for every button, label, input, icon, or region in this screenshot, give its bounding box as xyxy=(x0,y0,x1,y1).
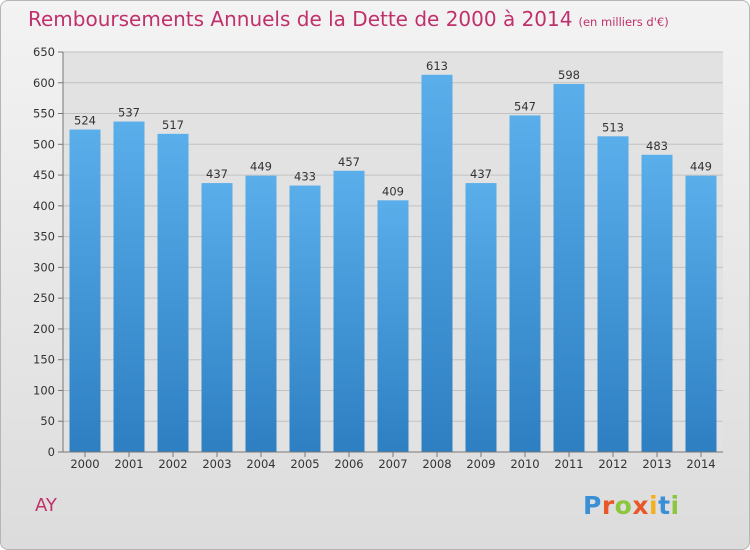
x-tick-label: 2009 xyxy=(466,457,495,471)
bar-value-label: 437 xyxy=(470,167,492,181)
bar-value-label: 457 xyxy=(338,155,360,169)
bar-value-label: 409 xyxy=(382,184,404,198)
bar xyxy=(157,133,189,452)
logo-letter: x xyxy=(632,491,649,520)
x-tick-label: 2003 xyxy=(202,457,231,471)
x-tick-label: 2001 xyxy=(114,457,143,471)
logo-letter: P xyxy=(583,491,602,520)
y-tick-label: 200 xyxy=(33,322,55,336)
y-tick-label: 150 xyxy=(33,353,55,367)
logo-letter: r xyxy=(601,491,615,520)
bar xyxy=(641,154,673,452)
x-tick-label: 2014 xyxy=(686,457,715,471)
y-tick-label: 250 xyxy=(33,291,55,305)
bar-value-label: 517 xyxy=(162,118,184,132)
commune-name: AY xyxy=(35,495,57,516)
chart-unit: (en milliers d'€) xyxy=(578,15,669,29)
proxiti-logo: Proxiti xyxy=(583,491,680,520)
logo-letter: i xyxy=(649,491,659,520)
x-tick-label: 2002 xyxy=(158,457,187,471)
y-tick-label: 650 xyxy=(33,45,55,59)
bar xyxy=(69,129,101,453)
bar xyxy=(333,170,365,452)
y-tick-label: 100 xyxy=(33,383,55,397)
bar-value-label: 437 xyxy=(206,167,228,181)
bar xyxy=(201,183,233,453)
logo-letter: i xyxy=(670,491,680,520)
y-tick-label: 500 xyxy=(33,137,55,151)
bar-value-label: 433 xyxy=(294,170,316,184)
x-tick-label: 2000 xyxy=(70,457,99,471)
bar-value-label: 598 xyxy=(558,68,580,82)
bar-value-label: 513 xyxy=(602,120,624,134)
x-tick-label: 2013 xyxy=(642,457,671,471)
bar-value-label: 547 xyxy=(514,99,536,113)
y-tick-label: 600 xyxy=(33,76,55,90)
y-tick-label: 300 xyxy=(33,260,55,274)
bar xyxy=(685,175,717,452)
bar xyxy=(421,74,453,453)
x-tick-label: 2004 xyxy=(246,457,275,471)
y-tick-label: 550 xyxy=(33,107,55,121)
y-tick-label: 350 xyxy=(33,230,55,244)
bar-value-label: 524 xyxy=(74,114,96,128)
bar-value-label: 483 xyxy=(646,139,668,153)
bar-value-label: 449 xyxy=(690,160,712,174)
x-tick-label: 2010 xyxy=(510,457,539,471)
bar xyxy=(289,185,321,453)
bar xyxy=(553,84,585,452)
bar xyxy=(377,200,409,452)
chart-title: Remboursements Annuels de la Dette de 20… xyxy=(28,7,669,31)
bar xyxy=(245,175,277,452)
x-tick-label: 2008 xyxy=(422,457,451,471)
y-tick-label: 400 xyxy=(33,199,55,213)
y-tick-label: 0 xyxy=(48,445,55,459)
logo-letter: o xyxy=(614,491,633,520)
bar-value-label: 537 xyxy=(118,106,140,120)
x-tick-label: 2006 xyxy=(334,457,363,471)
chart-title-text: Remboursements Annuels de la Dette de 20… xyxy=(28,7,573,31)
x-tick-label: 2007 xyxy=(378,457,407,471)
y-tick-label: 450 xyxy=(33,168,55,182)
x-tick-label: 2012 xyxy=(598,457,627,471)
bar xyxy=(509,115,541,452)
bar-value-label: 613 xyxy=(426,59,448,73)
bar xyxy=(465,183,497,453)
logo-letter: t xyxy=(658,491,671,520)
bar-value-label: 449 xyxy=(250,160,272,174)
bar xyxy=(113,121,145,453)
x-tick-label: 2005 xyxy=(290,457,319,471)
bar xyxy=(597,136,629,453)
y-tick-label: 50 xyxy=(40,414,55,428)
x-tick-label: 2011 xyxy=(554,457,583,471)
